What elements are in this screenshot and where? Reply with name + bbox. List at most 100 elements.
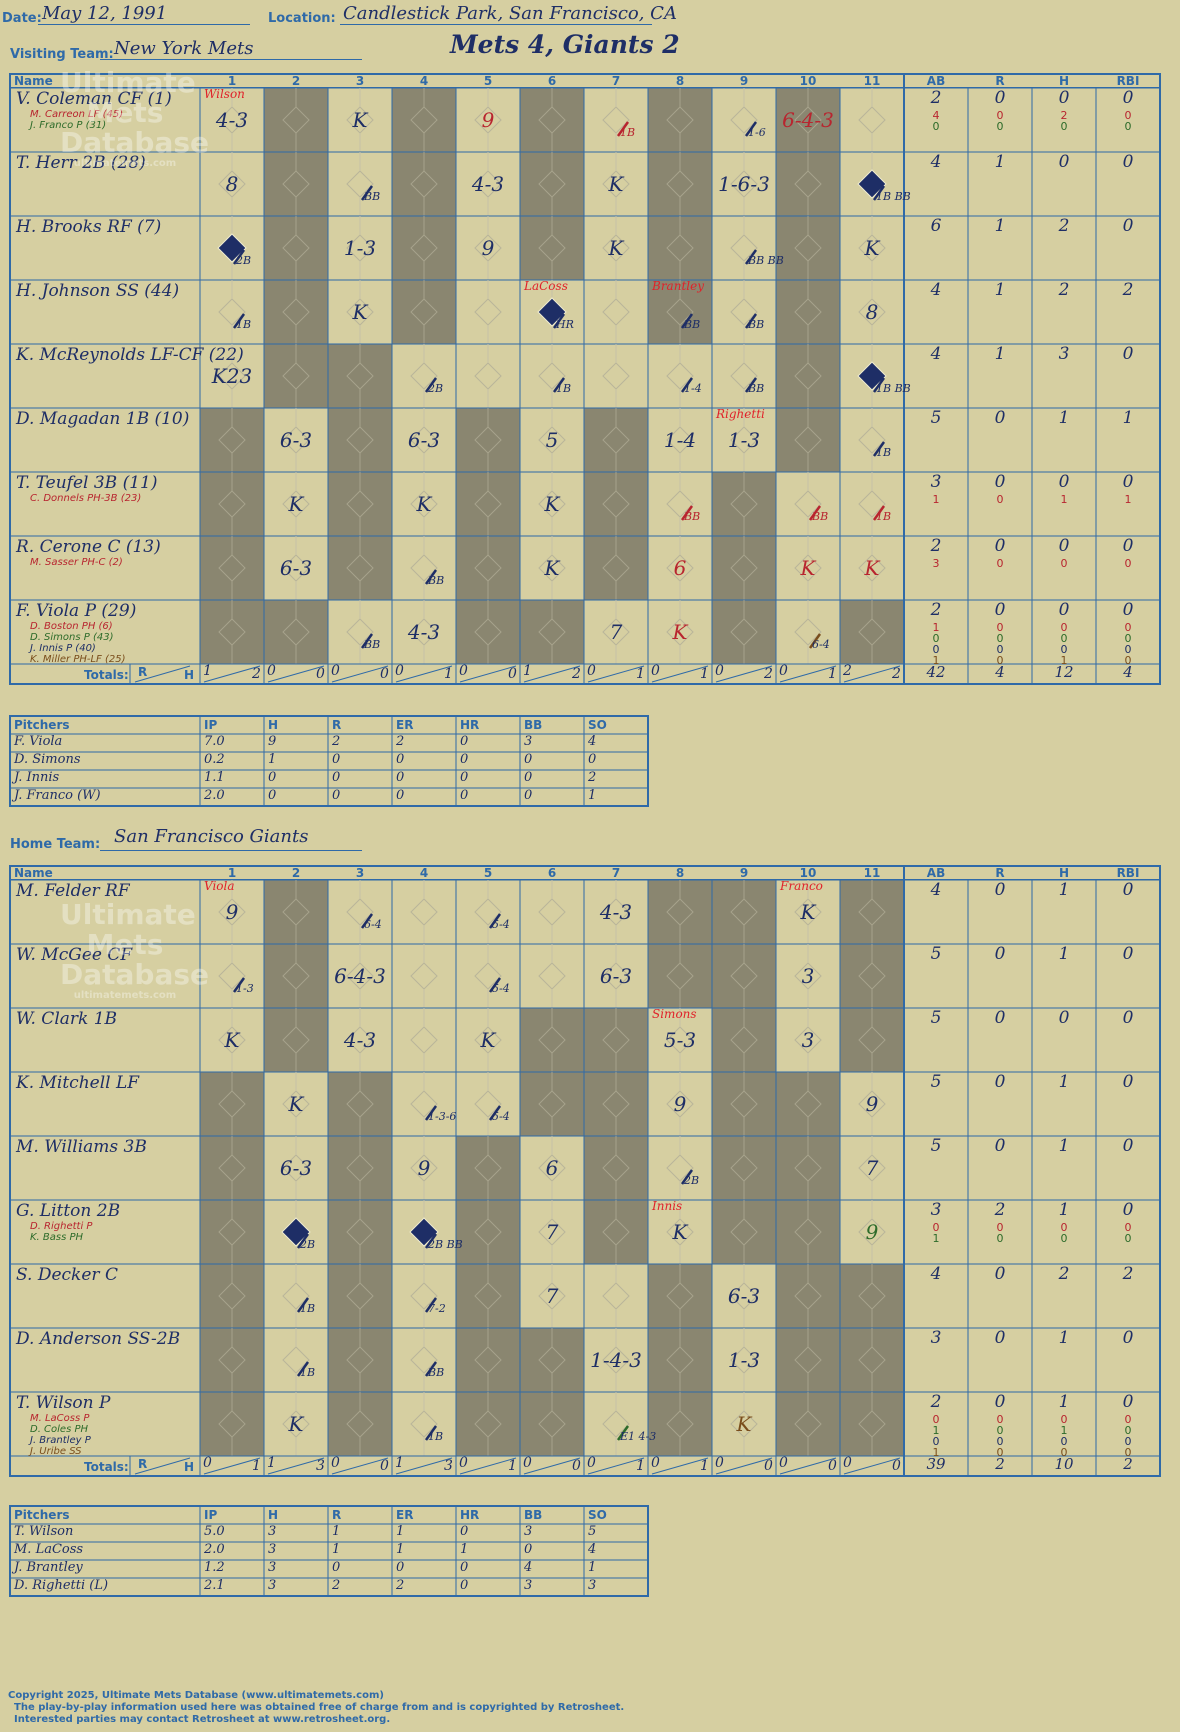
- visitors-play-result: 4-3: [471, 172, 505, 196]
- visitors-stat-cell: [903, 87, 969, 153]
- home-inning-header: 7: [611, 866, 621, 880]
- visitors-play-result: 8: [865, 300, 879, 324]
- visitors-play-result: 4-3: [215, 108, 249, 132]
- visitors-sub-stat: 1: [1060, 493, 1068, 506]
- home-pitching-table: Pitchers IP H R ER HR BB SO T. Wilson 5.0 3 1 1 0 3 5 M.…: [10, 1506, 648, 1596]
- home-stat-cell: [1031, 1327, 1097, 1393]
- visitors-stat-cell: [903, 535, 969, 601]
- visitors-play-result: 9: [481, 236, 495, 260]
- home-grid-border: [9, 865, 1161, 1477]
- visitors-hit-line: [360, 633, 374, 649]
- visitors-inning-hits: 0: [508, 666, 517, 682]
- inning-total-slash: [331, 1457, 389, 1475]
- home-play-result: 6-3: [599, 964, 633, 988]
- visitors-stat-cell: [1031, 535, 1097, 601]
- visitors-play-note: 1-4: [684, 382, 702, 395]
- visitors-inning-header: 5: [483, 74, 493, 88]
- visitors-hit-line: [744, 121, 758, 137]
- visitors-inning-runs: 0: [779, 663, 788, 679]
- home-batter-stat: 0: [1122, 1392, 1134, 1412]
- home-sub-stat: 0: [996, 1424, 1004, 1437]
- inning-total-slash: [523, 665, 581, 683]
- inning-total-slash: [651, 1457, 709, 1475]
- home-batter-stat: 2: [994, 1200, 1006, 1220]
- inning-total-slash: [523, 1457, 581, 1475]
- inning-total-slash: [843, 1457, 901, 1475]
- visitor_pitchers-pitcher-stat: 0: [332, 770, 341, 785]
- visitor_pitchers-pitcher-stat: 0.2: [204, 752, 225, 767]
- home-inning-header: 3: [355, 866, 365, 880]
- home-sub-stat: 1: [1060, 1424, 1068, 1437]
- visitors-stat-cell: [903, 471, 969, 537]
- home-inning-runs: 0: [779, 1455, 788, 1471]
- home-stat-cell: [967, 1263, 1033, 1329]
- home-play-result: K: [736, 1412, 752, 1436]
- visitors-inning-runs: 0: [267, 663, 276, 679]
- inning-total-slash: [395, 665, 453, 683]
- visitors-sub-stat: 2: [1060, 109, 1068, 122]
- home-inning-runs: 0: [843, 1455, 852, 1471]
- home-inning-hits: 0: [572, 1458, 581, 1474]
- home-name-cell: [9, 1327, 201, 1393]
- visitors-hit-line: [232, 249, 246, 265]
- home_pitchers-pitcher-stat: 0: [460, 1560, 469, 1575]
- visitor_pitchers-pitcher-stat: 3: [524, 734, 533, 749]
- visitors-stat-cell: [967, 151, 1033, 217]
- home-stat-cell: [1031, 1007, 1097, 1073]
- watermark-line2: Mets: [86, 96, 164, 129]
- visitors-batter-stat: 0: [1058, 152, 1070, 172]
- home_pitchers-pitcher-stat: 1.2: [204, 1560, 225, 1575]
- visitors-game-total: 4: [1123, 663, 1133, 681]
- visitors-batter-stat: 0: [1058, 88, 1070, 108]
- home_pitchers-pitcher-stat: 0: [460, 1524, 469, 1539]
- visitors-inning-header: 2: [291, 74, 301, 88]
- visitor_pitchers-pitcher-name: F. Viola: [14, 734, 63, 749]
- inning-total-slash: [267, 1457, 325, 1475]
- visitors-play-note: BB: [812, 510, 829, 523]
- watermark-line3: Database: [60, 958, 210, 991]
- footer-contact: Interested parties may contact Retroshee…: [14, 1714, 391, 1725]
- visitor_pitchers-pitcher-stat: 0: [588, 752, 597, 767]
- visitors-stat-cell: [1031, 279, 1097, 345]
- home-batter-name: S. Decker C: [16, 1265, 118, 1285]
- visitors-sub-stat: 0: [1060, 120, 1068, 133]
- home-batter-stat: 5: [930, 1008, 942, 1028]
- visitors-stat-cell: [1095, 535, 1161, 601]
- inning-total-slash: [587, 1457, 645, 1475]
- visitors-inning-runs: 1: [523, 663, 532, 679]
- visitor_pitchers-pitcher-stat: 0: [268, 788, 277, 803]
- visitors-batter-stat: 4: [930, 344, 942, 364]
- visitors-batter-stat: 0: [1122, 216, 1134, 236]
- home-batter-stat: 5: [930, 1072, 942, 1092]
- visitors-play-note: 2B: [236, 254, 252, 267]
- inning-total-slash: [779, 1457, 837, 1475]
- visitors-play-result: 6-3: [407, 428, 441, 452]
- home-play-result: 9: [673, 1092, 687, 1116]
- rh-slash: [134, 1457, 191, 1475]
- visitors-sub-name: M. Sasser PH-C (2): [30, 557, 123, 568]
- home-name-cell: [9, 1071, 201, 1137]
- visitors-stat-cell: [903, 343, 969, 409]
- visitors-batter-stat: 1: [994, 216, 1006, 236]
- visitors-play-note: BB BB: [748, 254, 784, 267]
- visitors-play-result: K23: [211, 364, 253, 388]
- home-batter-stat: 2: [1122, 1264, 1134, 1284]
- home-name-cell: [9, 1135, 201, 1201]
- visitors-sub-name: J. Innis P (40): [30, 643, 96, 654]
- home-stat-cell: [967, 1199, 1033, 1265]
- visitors-play-result: 6-4-3: [782, 108, 834, 132]
- visitors-play-result: 6: [673, 556, 687, 580]
- visitors-inning-hits: 1: [828, 666, 837, 682]
- visitors-play-note: 1B: [876, 510, 892, 523]
- visitors-sub-stat: 0: [1124, 557, 1132, 570]
- home-batter-stat: 0: [994, 1072, 1006, 1092]
- home-batter-stat: 0: [1122, 944, 1134, 964]
- home-sub-stat: 0: [932, 1413, 940, 1426]
- visitor_pitchers-pitcher-stat: 0: [396, 770, 405, 785]
- home_pitchers-pitcher-stat: 1: [460, 1542, 469, 1557]
- home_pitchers-pitcher-stat: 1: [396, 1524, 405, 1539]
- home-game-total: 39: [926, 1455, 946, 1473]
- watermark-line1: Ultimate: [60, 66, 196, 99]
- home-batter-stat: 0: [1122, 1072, 1134, 1092]
- visitors-play-result: K: [352, 300, 368, 324]
